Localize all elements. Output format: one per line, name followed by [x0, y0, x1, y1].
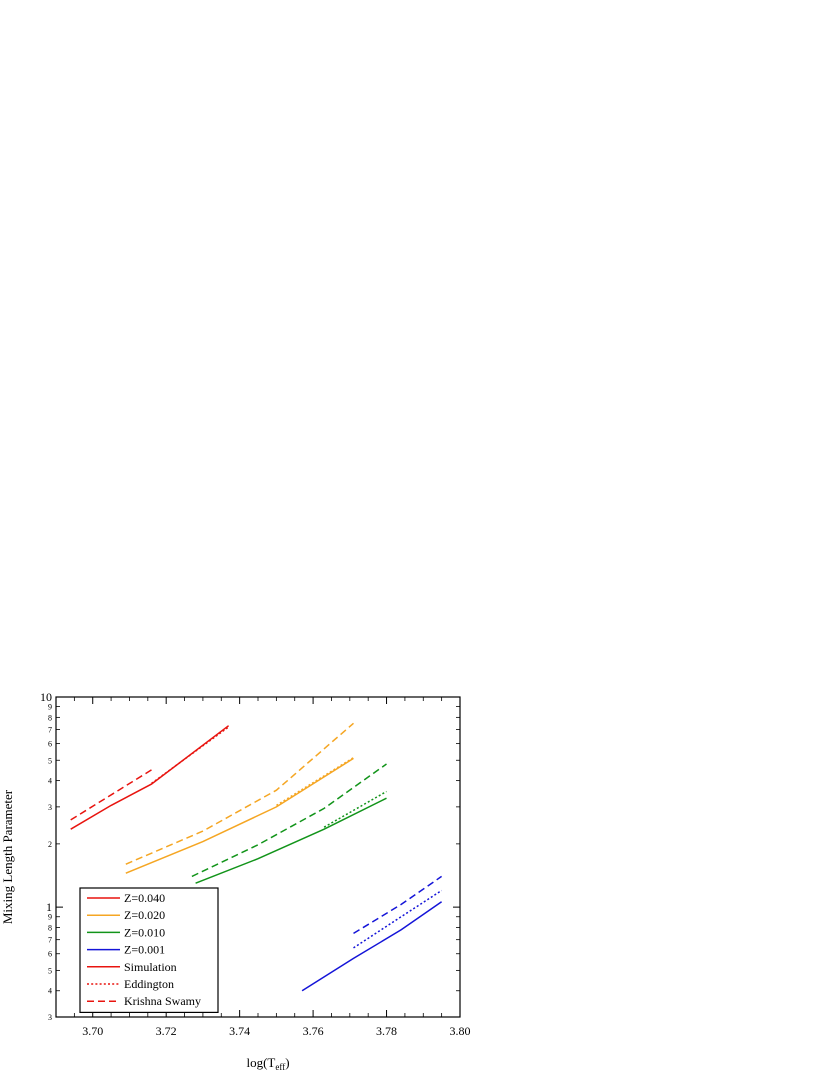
legend-label-4: Simulation: [124, 960, 177, 974]
y-minor-label-5: 8: [48, 923, 52, 932]
legend-label-0: Z=0.040: [124, 891, 165, 905]
legend-label-5: Eddington: [124, 977, 174, 991]
legend-label-2: Z=0.010: [124, 925, 165, 939]
y-minor-label-13: 8: [48, 713, 52, 722]
y-minor-label-8: 3: [48, 803, 52, 812]
y-axis-title: Mixing Length Parameter: [0, 789, 15, 924]
series-line-1: [151, 726, 230, 785]
x-axis-title-subscript: eff: [275, 1062, 285, 1072]
series-layer: [70, 722, 443, 992]
x-tick-label-3: 3.76: [303, 1024, 324, 1038]
legend-label-3: Z=0.001: [124, 943, 165, 957]
series-line-0: [70, 725, 230, 830]
y-minor-label-2: 5: [48, 966, 52, 975]
series-line-11: [353, 875, 443, 935]
series-line-4: [276, 756, 354, 807]
y-major-label-0: 1: [46, 900, 52, 914]
y-minor-label-3: 6: [48, 950, 52, 959]
y-minor-label-0: 3: [48, 1013, 52, 1022]
series-line-9: [301, 901, 443, 992]
series-line-3: [125, 757, 354, 874]
y-minor-label-14: 9: [48, 703, 52, 712]
ticks-layer: 3.70 3.72 3.74 3.76 3.78 3.801103456789234567…: [40, 690, 471, 1038]
y-minor-label-4: 7: [48, 936, 52, 945]
legend-label-1: Z=0.020: [124, 908, 165, 922]
y-minor-label-11: 6: [48, 740, 52, 749]
legend: Z=0.040 Z=0.020 Z=0.010 Z=0.001 Simulation Ed…: [79, 887, 219, 1014]
legend-label-6: Krishna Swamy: [124, 994, 201, 1008]
series-line-2: [70, 769, 152, 821]
series-line-6: [195, 797, 387, 884]
x-tick-label-2: 3.74: [229, 1024, 250, 1038]
series-line-7: [323, 790, 387, 828]
x-tick-label-1: 3.72: [156, 1024, 177, 1038]
x-axis-title: log(Teff): [246, 1055, 289, 1072]
series-line-10: [353, 889, 443, 949]
y-minor-label-6: 9: [48, 913, 52, 922]
x-tick-label-0: 3.70: [82, 1024, 103, 1038]
y-minor-label-12: 7: [48, 726, 52, 735]
y-minor-label-7: 2: [48, 840, 52, 849]
series-line-5: [125, 722, 354, 865]
y-minor-label-1: 4: [48, 987, 52, 996]
series-line-8: [191, 763, 387, 878]
y-minor-label-9: 4: [48, 777, 52, 786]
y-major-label-1: 10: [40, 690, 52, 704]
y-minor-label-10: 5: [48, 756, 52, 765]
x-tick-label-5: 3.80: [450, 1024, 471, 1038]
x-tick-label-4: 3.78: [376, 1024, 397, 1038]
